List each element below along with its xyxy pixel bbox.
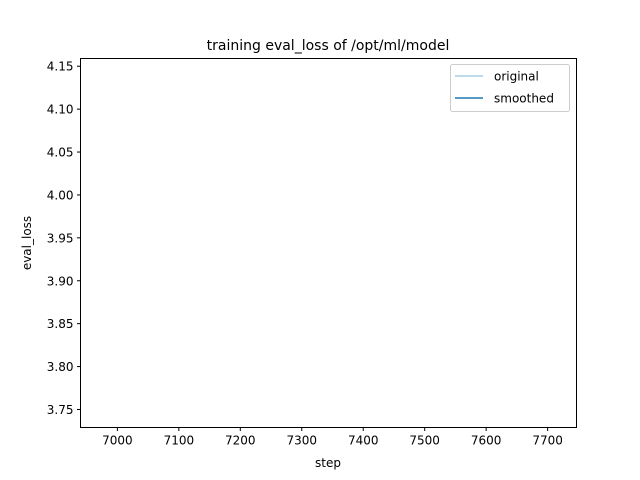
y-tick-label: 4.00 [47,188,74,202]
y-tick-label: 4.15 [47,60,74,74]
y-tick-label: 3.85 [47,317,74,331]
x-tick-label: 7500 [409,434,440,448]
legend-label-smoothed: smoothed [494,92,554,106]
legend: original smoothed [450,64,570,112]
x-tick-label: 7600 [471,434,502,448]
y-tick-label: 3.80 [47,360,74,374]
y-tick-label: 4.05 [47,146,74,160]
x-axis-label: step [315,456,341,470]
legend-label-original: original [494,70,539,84]
x-tick-label: 7700 [532,434,563,448]
x-tick-label: 7200 [225,434,256,448]
y-tick-label: 4.10 [47,103,74,117]
y-axis-label: eval_loss [20,216,34,270]
x-tick-label: 7300 [286,434,317,448]
chart-title: training eval_loss of /opt/ml/model [207,38,450,54]
x-tick-label: 7400 [348,434,379,448]
x-tick-label: 7100 [164,434,195,448]
y-tick-label: 3.95 [47,231,74,245]
y-tick-label: 3.75 [47,403,74,417]
y-tick-label: 3.90 [47,274,74,288]
axes-frame [80,58,577,428]
x-axis: 7000 7100 7200 7300 7400 7500 7600 7700 [102,427,563,448]
x-tick-label: 7000 [102,434,133,448]
y-axis: 3.75 3.80 3.85 3.90 3.95 4.00 4.05 4.10 4.15 [47,60,81,417]
